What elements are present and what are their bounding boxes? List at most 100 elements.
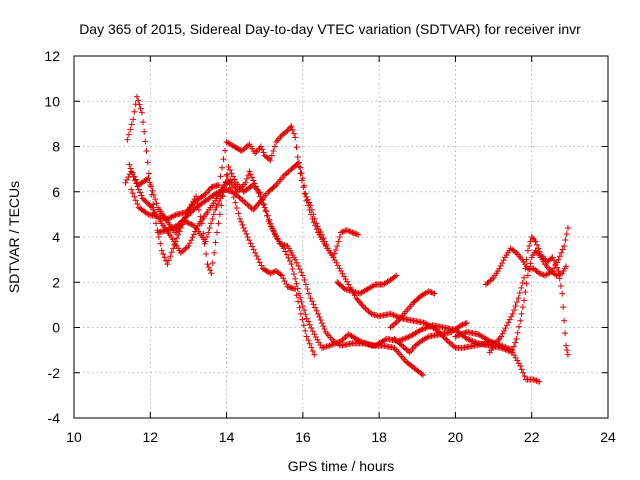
data-point bbox=[313, 226, 320, 233]
data-point bbox=[313, 307, 320, 314]
data-point bbox=[187, 220, 194, 227]
data-point bbox=[506, 316, 513, 323]
data-point bbox=[144, 159, 151, 166]
data-point bbox=[433, 326, 440, 333]
data-point bbox=[207, 267, 214, 274]
data-point bbox=[239, 221, 246, 228]
data-point bbox=[304, 196, 311, 203]
y-tick-label: 12 bbox=[44, 48, 60, 64]
data-point bbox=[252, 183, 259, 190]
data-point bbox=[145, 200, 152, 207]
data-point bbox=[498, 333, 505, 340]
data-point bbox=[502, 344, 509, 351]
data-point bbox=[214, 229, 221, 236]
data-point bbox=[197, 213, 204, 220]
data-point bbox=[306, 340, 313, 347]
data-point bbox=[236, 215, 243, 222]
data-point bbox=[131, 108, 138, 115]
y-tick-label: 4 bbox=[52, 229, 60, 245]
data-point bbox=[267, 157, 274, 164]
data-point bbox=[524, 247, 531, 254]
data-point bbox=[352, 230, 359, 237]
data-point bbox=[214, 189, 221, 196]
data-point bbox=[332, 246, 339, 253]
data-point bbox=[205, 264, 212, 271]
data-point bbox=[536, 378, 543, 385]
data-point bbox=[175, 231, 182, 238]
data-point bbox=[241, 198, 248, 205]
data-point bbox=[302, 281, 309, 288]
data-point bbox=[206, 224, 213, 231]
data-point bbox=[277, 271, 284, 278]
data-point bbox=[268, 152, 275, 159]
data-point bbox=[168, 225, 175, 232]
data-point bbox=[563, 263, 570, 270]
data-point bbox=[148, 183, 155, 190]
data-point bbox=[150, 191, 157, 198]
data-point bbox=[308, 324, 315, 331]
data-point bbox=[555, 267, 562, 274]
data-point bbox=[301, 307, 308, 314]
data-point bbox=[416, 327, 423, 334]
data-point bbox=[235, 210, 242, 217]
data-point bbox=[338, 229, 344, 236]
data-point bbox=[555, 256, 562, 263]
data-point bbox=[208, 220, 215, 227]
data-point bbox=[303, 333, 310, 340]
data-point bbox=[212, 191, 219, 198]
data-point bbox=[315, 339, 322, 346]
data-point bbox=[180, 216, 187, 223]
data-point bbox=[251, 180, 258, 187]
data-point bbox=[237, 147, 244, 154]
data-point bbox=[180, 247, 187, 254]
data-point bbox=[250, 246, 257, 253]
data-point bbox=[179, 248, 186, 255]
data-point bbox=[146, 179, 153, 186]
data-point bbox=[309, 215, 316, 222]
data-point bbox=[365, 308, 372, 315]
data-point bbox=[497, 262, 504, 269]
data-point bbox=[298, 269, 305, 276]
data-point bbox=[224, 171, 231, 178]
data-point bbox=[461, 321, 468, 328]
data-point bbox=[348, 228, 355, 235]
data-point bbox=[164, 261, 171, 268]
data-point bbox=[519, 279, 526, 286]
data-point bbox=[516, 289, 523, 296]
data-point bbox=[553, 264, 560, 271]
data-point bbox=[509, 310, 516, 317]
data-point bbox=[266, 216, 273, 223]
data-point bbox=[446, 339, 453, 346]
data-point bbox=[515, 295, 522, 302]
data-point bbox=[164, 215, 171, 222]
data-point bbox=[133, 180, 140, 187]
y-tick-label: -2 bbox=[48, 365, 61, 381]
data-point bbox=[485, 337, 492, 344]
y-tick-label: 2 bbox=[52, 274, 60, 290]
data-point bbox=[496, 342, 503, 349]
data-point bbox=[518, 284, 525, 291]
data-points bbox=[122, 93, 571, 385]
data-point bbox=[140, 119, 147, 126]
data-point bbox=[461, 330, 468, 337]
data-point bbox=[169, 213, 176, 220]
data-point bbox=[218, 164, 225, 171]
data-point bbox=[190, 231, 197, 238]
data-point bbox=[153, 200, 160, 207]
data-point bbox=[559, 246, 566, 253]
data-point bbox=[339, 228, 346, 235]
data-point bbox=[172, 212, 179, 219]
data-point bbox=[249, 174, 255, 181]
data-point bbox=[209, 215, 216, 222]
data-point bbox=[327, 342, 334, 349]
data-point bbox=[511, 352, 518, 359]
data-point bbox=[258, 262, 265, 269]
data-point bbox=[283, 170, 290, 177]
data-point bbox=[308, 344, 315, 351]
data-point bbox=[362, 305, 369, 312]
data-point bbox=[264, 212, 271, 219]
data-point bbox=[302, 190, 309, 197]
data-point bbox=[500, 257, 507, 264]
data-point bbox=[260, 149, 267, 156]
data-point bbox=[173, 235, 180, 242]
